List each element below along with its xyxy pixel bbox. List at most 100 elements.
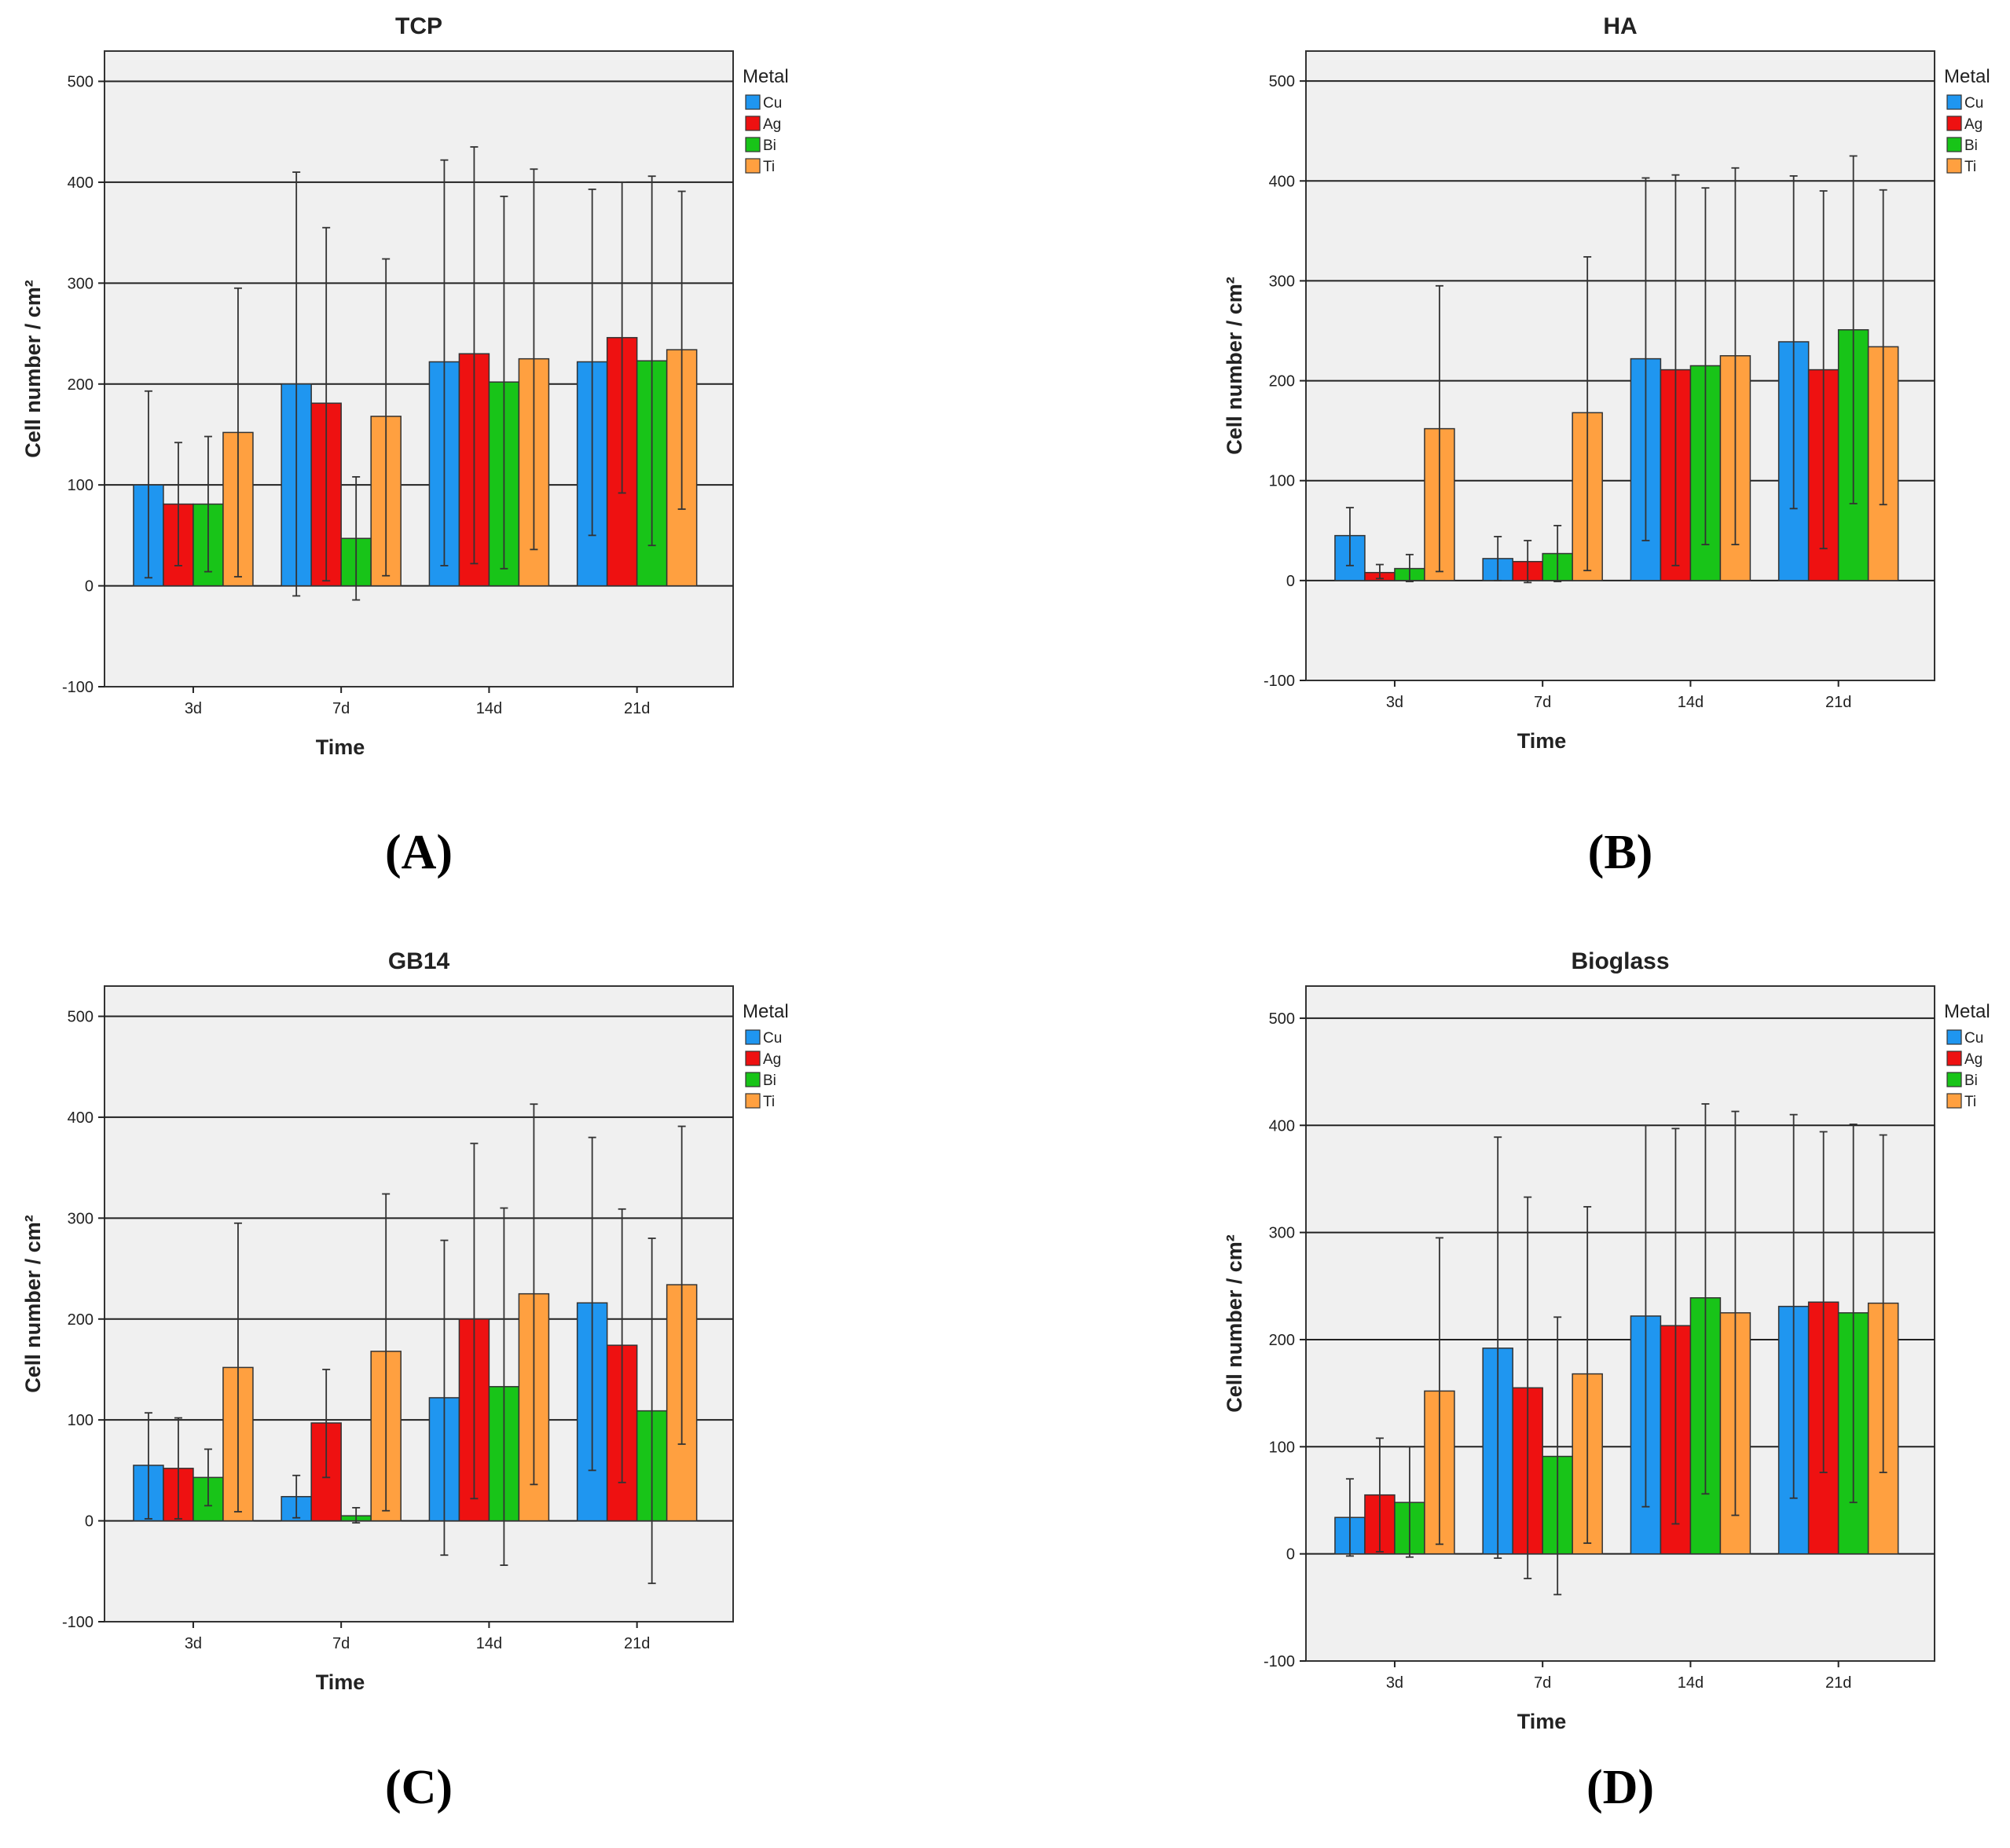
legend-title: Metal [743,1001,789,1022]
legend-label-cu: Cu [763,95,782,112]
y-tick-label: 400 [1269,1117,1295,1135]
chart-title: Bioglass [1571,948,1669,974]
x-tick-label: 14d [1678,694,1704,711]
x-tick-label: 3d [185,1635,202,1652]
y-tick-label: 100 [68,477,94,494]
y-tick-label: -100 [62,679,94,696]
legend-swatch-bi [745,1072,761,1087]
y-tick-label: 0 [1286,1546,1295,1564]
x-tick-label: 7d [1534,694,1551,711]
legend-label-bi: Bi [763,1072,776,1089]
y-tick-label: 500 [1269,1010,1295,1028]
legend-title: Metal [743,66,789,87]
y-tick-label: 200 [1269,1332,1295,1349]
legend-label-cu: Cu [1964,95,1983,112]
legend-swatch-cu [745,94,761,110]
legend-label-cu: Cu [1964,1030,1983,1047]
x-tick-label: 7d [332,700,350,717]
legend-label-ag: Ag [763,116,781,133]
y-tick-label: 0 [85,578,94,596]
y-tick-label: 100 [1269,473,1295,490]
y-tick-label: 200 [1269,373,1295,390]
y-tick-label: -100 [62,1614,94,1631]
y-axis-label: Cell number / cm² [1223,1234,1246,1413]
y-tick-label: 0 [1286,573,1295,590]
chart-title: HA [1603,13,1637,39]
y-tick-label: 400 [68,174,94,192]
x-tick-label: 21d [1825,1674,1851,1692]
x-tick-label: 21d [1825,694,1851,711]
y-tick-label: 400 [1269,173,1295,190]
legend-swatch-bi [1946,137,1962,152]
legend-label-cu: Cu [763,1030,782,1047]
y-tick-label: 100 [1269,1439,1295,1456]
y-axis-label: Cell number / cm² [21,1215,45,1393]
x-tick-label: 3d [1386,694,1403,711]
legend-title: Metal [1944,1001,1990,1022]
chart-title: GB14 [388,948,450,974]
legend-swatch-cu [1946,94,1962,110]
x-tick-label: 14d [476,700,502,717]
panel-label: (A) [385,826,453,879]
legend-label-ti: Ti [1964,1094,1976,1110]
y-tick-label: 100 [68,1412,94,1429]
legend-swatch-ti [1946,158,1962,174]
y-tick-label: 300 [68,1210,94,1227]
x-axis-label: Time [1517,1710,1567,1733]
y-tick-label: 500 [1269,73,1295,90]
legend-label-bi: Bi [1964,1072,1978,1089]
panel-label: (C) [385,1761,453,1814]
legend-label-ag: Ag [1964,116,1982,133]
legend-label-ti: Ti [763,1094,775,1110]
y-tick-label: 200 [68,1311,94,1329]
y-tick-label: 500 [68,74,94,91]
chart-title: TCP [395,13,442,39]
panel-tcp: -100 0 100 200 300 400 500 3d 7d 14d 21d TCP Time Cel… [21,13,789,879]
plot-area [104,985,734,1622]
legend-swatch-ti [745,1093,761,1109]
y-tick-label: 300 [1269,273,1295,290]
y-tick-label: -100 [1264,673,1295,690]
legend-label-bi: Bi [763,138,776,154]
legend-swatch-cu [1946,1029,1962,1045]
legend-swatch-ag [745,1050,761,1066]
x-tick-label: 3d [185,700,202,717]
legend-label-bi: Bi [1964,138,1978,154]
panel-label: (B) [1588,826,1653,879]
legend-title: Metal [1944,66,1990,87]
y-tick-label: 300 [1269,1225,1295,1242]
y-axis-label: Cell number / cm² [21,280,45,458]
legend-swatch-ti [745,158,761,174]
x-tick-label: 14d [476,1635,502,1652]
x-tick-label: 3d [1386,1674,1403,1692]
y-axis-label: Cell number / cm² [1223,277,1246,455]
legend-swatch-ag [745,116,761,131]
x-axis-label: Time [316,1670,365,1694]
x-tick-label: 7d [332,1635,350,1652]
panel-gb14: -100 0 100 200 300 400 500 3d 7d 14d 21d GB14 Time Ce… [21,948,789,1814]
panel-bioglass: -100 0 100 200 300 400 500 3d 7d 14d 21d Bioglass Ti… [1223,948,1990,1814]
legend-label-ag: Ag [763,1051,781,1068]
y-tick-label: 300 [68,275,94,292]
panel-ha: -100 0 100 200 300 400 500 3d 7d 14d 21d HA Time Cell… [1223,13,1990,879]
legend-swatch-ag [1946,1050,1962,1066]
x-tick-label: 7d [1534,1674,1551,1692]
y-tick-label: 0 [85,1513,94,1531]
legend-label-ag: Ag [1964,1051,1982,1068]
x-axis-label: Time [1517,729,1567,753]
y-tick-label: 500 [68,1009,94,1026]
y-tick-label: 400 [68,1109,94,1127]
legend-label-ti: Ti [763,159,775,175]
legend-swatch-bi [745,137,761,152]
legend-label-ti: Ti [1964,159,1976,175]
legend-swatch-ti [1946,1093,1962,1109]
y-tick-label: 200 [68,376,94,394]
legend-swatch-cu [745,1029,761,1045]
x-tick-label: 21d [624,1635,650,1652]
x-tick-label: 21d [624,700,650,717]
legend-swatch-ag [1946,116,1962,131]
y-tick-label: -100 [1264,1653,1295,1670]
panel-label: (D) [1586,1761,1654,1814]
x-tick-label: 14d [1678,1674,1704,1692]
